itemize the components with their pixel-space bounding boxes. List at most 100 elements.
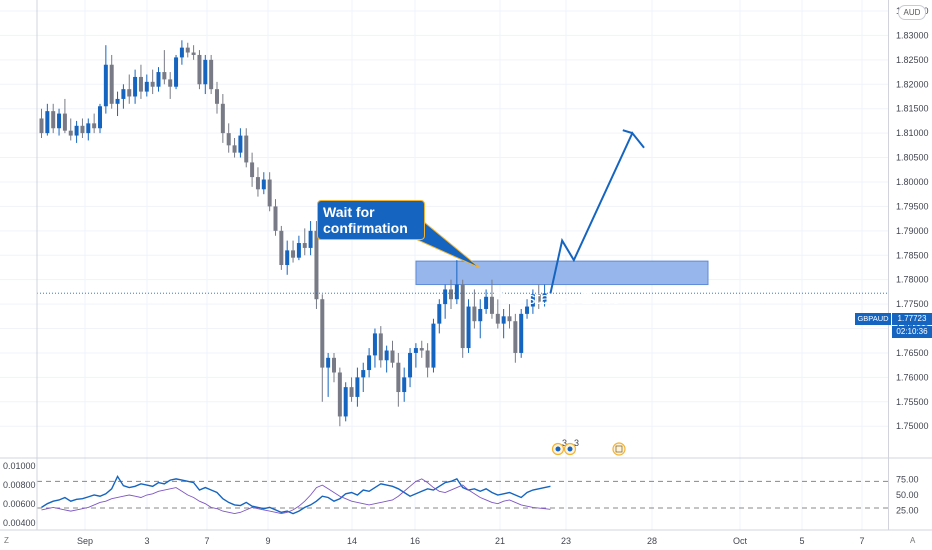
candle-body — [326, 357, 331, 368]
price-tick: 1.76000 — [896, 372, 929, 382]
candle — [390, 340, 395, 368]
osc-left-tick: 0.00600 — [3, 499, 36, 509]
candle — [320, 294, 325, 402]
candle — [57, 108, 62, 136]
candle-body — [378, 333, 383, 361]
candle — [402, 367, 407, 402]
candle — [396, 352, 401, 407]
candle-body — [185, 47, 190, 53]
candle-body — [478, 308, 483, 322]
candle-body — [542, 293, 547, 302]
candle — [127, 74, 132, 104]
candle-body — [384, 350, 389, 361]
candle — [168, 72, 173, 99]
candle — [285, 240, 290, 275]
price-tick: 1.81000 — [896, 128, 929, 138]
price-tick: 1.82500 — [896, 55, 929, 65]
price-tick: 1.78000 — [896, 275, 929, 285]
candle — [413, 343, 418, 368]
candle-body — [302, 243, 307, 248]
candle — [244, 128, 249, 168]
event-flag — [612, 442, 626, 456]
candle-body — [454, 284, 459, 300]
candle-body — [261, 179, 266, 190]
candle — [215, 81, 219, 114]
time-tick: 21 — [495, 536, 505, 546]
candle — [408, 348, 413, 388]
candle-body — [133, 76, 138, 97]
candle-body — [232, 145, 237, 153]
candle — [536, 284, 541, 309]
candle — [419, 340, 424, 358]
candle — [109, 54, 114, 109]
osc-left-tick: 0.00400 — [3, 518, 36, 528]
candle — [454, 260, 459, 305]
candle-body — [349, 387, 354, 397]
candle — [273, 199, 278, 236]
candle — [74, 120, 79, 143]
candle-body — [530, 294, 535, 307]
candle-body — [86, 123, 91, 134]
candle — [121, 84, 126, 109]
candle-body — [121, 89, 126, 99]
candle-body — [92, 123, 97, 129]
candle — [144, 74, 149, 97]
corner-right[interactable]: A — [910, 536, 916, 545]
price-tick: 1.79000 — [896, 226, 929, 236]
time-tick: 7 — [859, 536, 864, 546]
candle-body — [332, 357, 336, 373]
candle — [162, 50, 167, 85]
candle-body — [402, 377, 407, 393]
event-flag: 3 — [551, 438, 567, 456]
candle-body — [103, 64, 108, 107]
calendar-icon-frame — [615, 445, 623, 453]
candle — [92, 113, 97, 134]
candle-body — [361, 370, 366, 378]
time-tick: 9 — [265, 536, 270, 546]
osc-right-tick: 50.00 — [896, 490, 919, 500]
callout-box: Wait for confirmation — [317, 200, 425, 240]
candle-body — [449, 289, 453, 300]
price-tick: 1.83000 — [896, 30, 929, 40]
candle — [466, 299, 471, 353]
candle-body — [536, 294, 541, 302]
candle — [484, 289, 489, 314]
candle-body — [296, 243, 301, 258]
arrowhead-side — [622, 129, 633, 135]
currency-badge[interactable]: AUD — [898, 5, 926, 20]
candle-body — [489, 296, 494, 314]
candle-body — [431, 323, 436, 368]
last-price-tag: 1.77723 — [892, 313, 932, 325]
candle-body — [109, 64, 114, 104]
symbol-tag: GBPAUD — [855, 313, 891, 325]
candle — [501, 308, 506, 339]
candle-body — [507, 316, 512, 322]
candle-body — [460, 284, 465, 349]
candle — [250, 152, 255, 187]
candle-body — [495, 313, 500, 324]
candle-body — [255, 177, 260, 190]
event-icon-core — [555, 446, 561, 452]
candle — [51, 103, 56, 134]
candle-body — [443, 289, 448, 305]
time-tick: Sep — [77, 536, 93, 546]
price-tick: 1.78500 — [896, 250, 929, 260]
osc-right-tick: 25.00 — [896, 506, 919, 516]
corner-left[interactable]: Z — [4, 536, 9, 545]
candle — [133, 69, 138, 104]
candle — [220, 94, 225, 143]
candle-body — [291, 250, 296, 258]
candle-body — [57, 113, 62, 129]
candle — [478, 299, 483, 339]
candle — [367, 348, 372, 378]
candle-body — [156, 72, 161, 87]
oscillator-pane: 0.01000 0.00800 0.00600 0.00400 75.00 50.00 25… — [3, 461, 919, 528]
candle-body — [138, 76, 143, 92]
candle — [45, 103, 50, 136]
candle — [232, 138, 237, 158]
candle — [384, 345, 389, 373]
candle — [68, 118, 73, 141]
candle-body — [115, 98, 120, 104]
